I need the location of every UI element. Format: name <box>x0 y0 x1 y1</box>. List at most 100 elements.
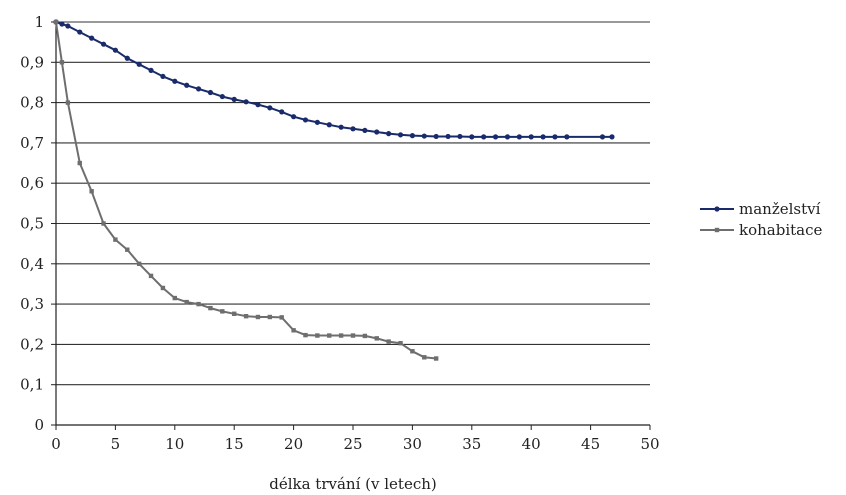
legend-item-kohabitace: kohabitace <box>700 221 822 239</box>
y-tick-label: 0 <box>34 416 44 434</box>
data-point <box>564 134 570 140</box>
series-group <box>53 19 615 361</box>
data-point <box>291 328 296 333</box>
x-tick-labels: 0 5 10 15 20 25 30 35 40 45 50 <box>51 425 660 453</box>
legend-marker <box>714 206 720 212</box>
legend-item-man-elstv-: manželství <box>700 200 821 218</box>
y-tick-label: 0,9 <box>20 53 44 71</box>
x-tick-label: 15 <box>225 435 244 453</box>
data-point <box>481 134 487 140</box>
data-point <box>374 336 379 341</box>
data-point <box>77 160 82 166</box>
data-point <box>516 134 522 140</box>
data-point <box>350 333 356 338</box>
data-point <box>232 311 237 316</box>
x-tick-label: 45 <box>581 435 600 453</box>
data-point <box>302 117 309 123</box>
x-tick-label: 0 <box>51 435 61 453</box>
data-point <box>136 261 142 266</box>
x-tick-label: 40 <box>522 435 541 453</box>
data-point <box>207 89 214 96</box>
y-tick-label: 0,6 <box>20 174 44 192</box>
data-point <box>172 295 177 301</box>
data-point <box>184 299 189 305</box>
data-point <box>195 86 202 92</box>
data-point <box>338 333 344 338</box>
data-point <box>303 332 308 338</box>
data-point <box>421 133 427 139</box>
data-point <box>112 47 118 53</box>
data-point <box>220 309 225 314</box>
data-point <box>445 133 451 140</box>
gridlines <box>56 21 650 386</box>
data-point <box>208 305 213 311</box>
data-point <box>409 133 415 139</box>
data-point <box>101 221 106 226</box>
data-point <box>433 356 439 361</box>
x-tick-label: 10 <box>165 435 184 453</box>
x-tick-label: 35 <box>462 435 481 453</box>
data-point <box>53 19 59 25</box>
data-point <box>100 41 107 47</box>
y-tick-label: 0,1 <box>20 376 44 394</box>
data-point <box>148 67 154 73</box>
data-point <box>609 134 615 140</box>
data-point <box>160 285 166 291</box>
data-point <box>136 61 142 67</box>
data-point <box>255 314 261 320</box>
data-point <box>196 301 201 307</box>
data-point <box>528 134 534 140</box>
data-point <box>410 349 415 354</box>
legend: manželství kohabitace <box>700 200 822 239</box>
data-point <box>113 237 118 242</box>
y-tick-label: 0,8 <box>20 94 44 112</box>
data-point <box>267 314 273 320</box>
data-point <box>599 134 606 140</box>
series-line <box>55 21 437 360</box>
legend-label: manželství <box>739 200 821 218</box>
data-point <box>184 82 190 88</box>
data-point <box>89 35 95 41</box>
data-point <box>291 114 297 120</box>
data-point <box>552 134 558 140</box>
y-tick-label: 0,5 <box>20 215 44 233</box>
series-line <box>55 21 612 138</box>
data-point <box>327 333 332 338</box>
y-tick-label: 1 <box>34 13 44 31</box>
data-point <box>89 189 94 194</box>
x-tick-label: 50 <box>640 435 659 453</box>
data-point <box>59 21 65 27</box>
data-point <box>77 29 83 35</box>
data-point <box>362 127 368 134</box>
data-point <box>65 100 71 105</box>
data-point <box>314 119 320 125</box>
data-point <box>172 78 178 84</box>
data-point <box>350 126 356 132</box>
y-tick-labels: 0 0,1 0,2 0,3 0,4 0,5 0,6 0,7 0,8 0,9 1 <box>20 13 56 434</box>
x-tick-label: 25 <box>343 435 362 453</box>
legend-marker <box>714 227 720 233</box>
data-point <box>386 131 392 137</box>
data-point <box>326 122 332 128</box>
data-point <box>219 93 225 100</box>
y-tick-label: 0,7 <box>20 134 44 152</box>
data-point <box>65 23 71 29</box>
data-point <box>125 247 130 252</box>
data-point <box>362 333 368 339</box>
series-man-elstv- <box>53 19 615 140</box>
data-point <box>124 55 130 61</box>
data-point <box>457 133 463 140</box>
data-point <box>243 99 249 105</box>
data-point <box>231 96 237 102</box>
data-point <box>160 73 166 80</box>
data-point <box>433 133 439 140</box>
series-kohabitace <box>53 19 439 361</box>
data-point <box>255 102 261 108</box>
data-point <box>279 109 285 115</box>
y-tick-label: 0,2 <box>20 335 44 353</box>
legend-label: kohabitace <box>739 221 822 239</box>
data-point <box>386 339 391 344</box>
data-point <box>59 60 65 65</box>
data-point <box>243 313 249 319</box>
